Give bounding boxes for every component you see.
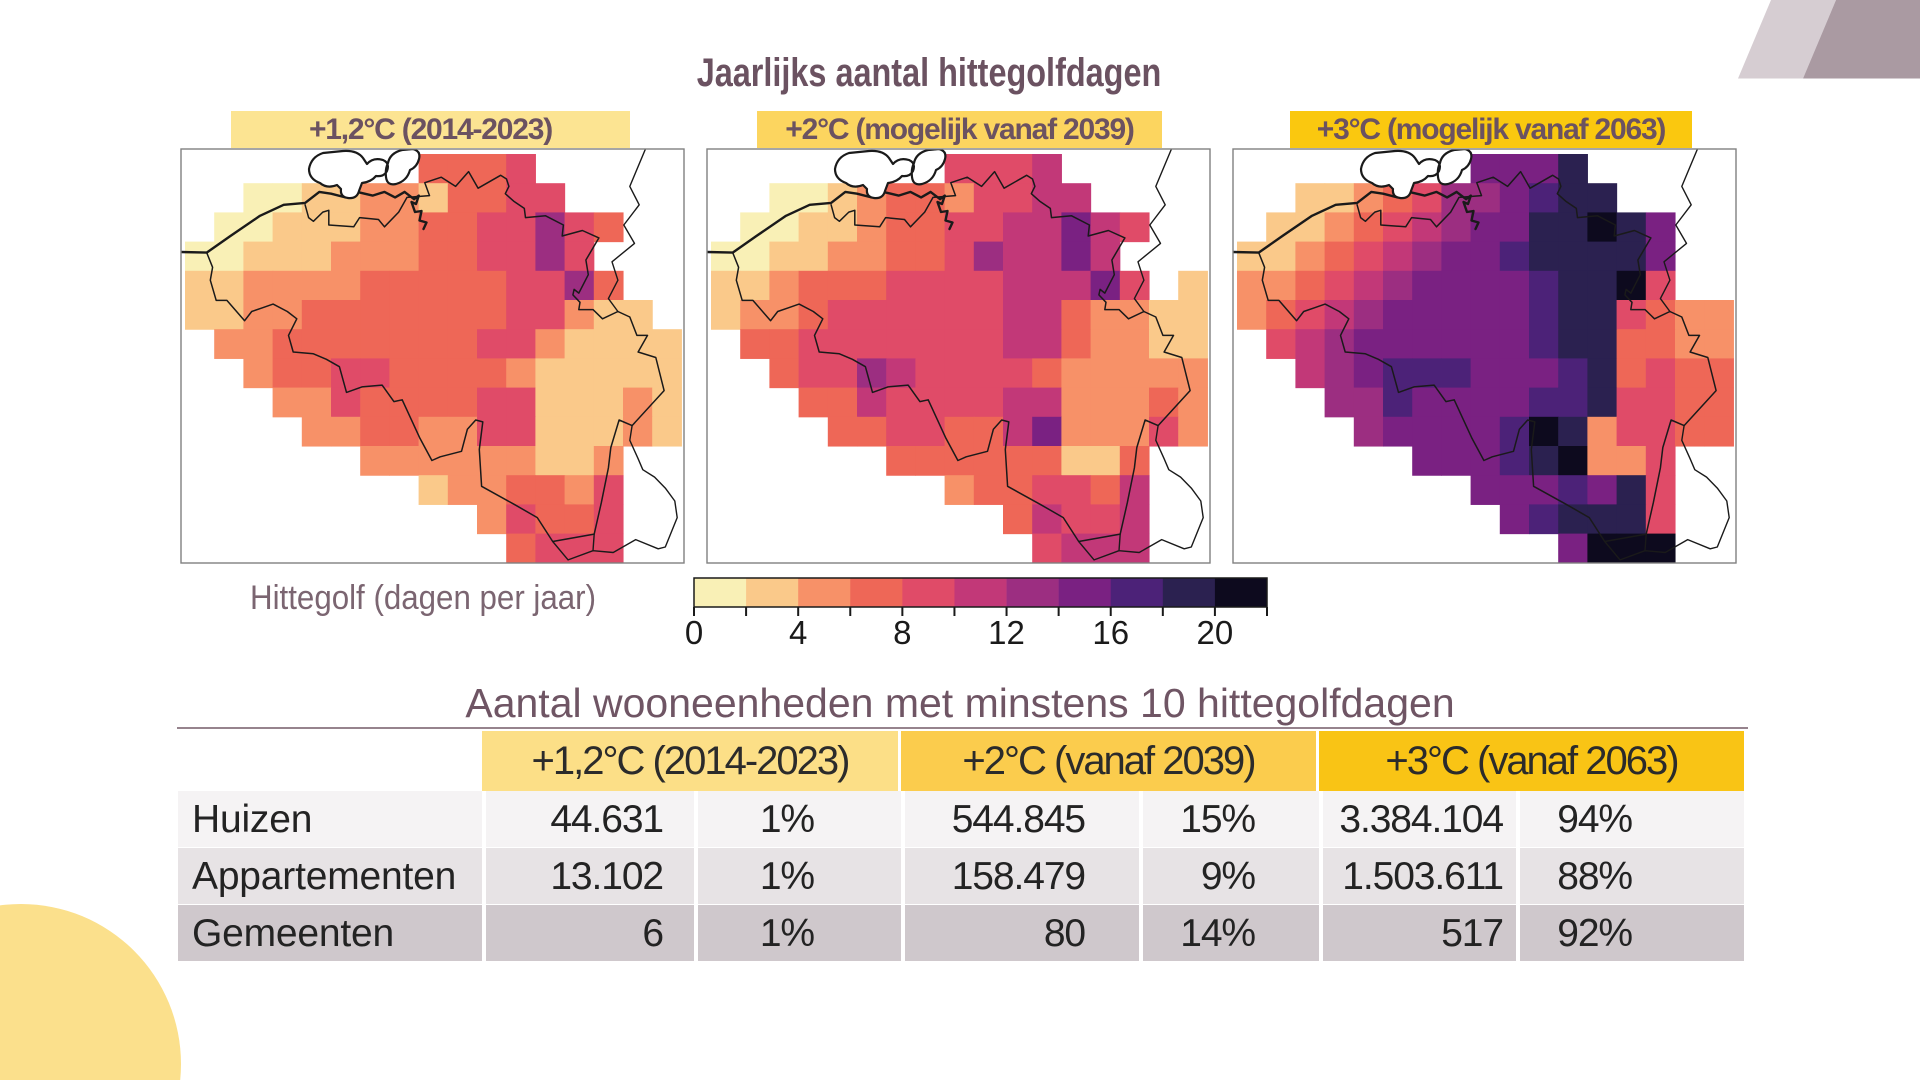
svg-text:4: 4 — [789, 614, 807, 651]
svg-text:12: 12 — [988, 614, 1025, 651]
svg-text:8: 8 — [893, 614, 911, 651]
svg-text:16: 16 — [1092, 614, 1129, 651]
svg-text:0: 0 — [685, 614, 703, 651]
svg-text:20: 20 — [1197, 614, 1234, 651]
